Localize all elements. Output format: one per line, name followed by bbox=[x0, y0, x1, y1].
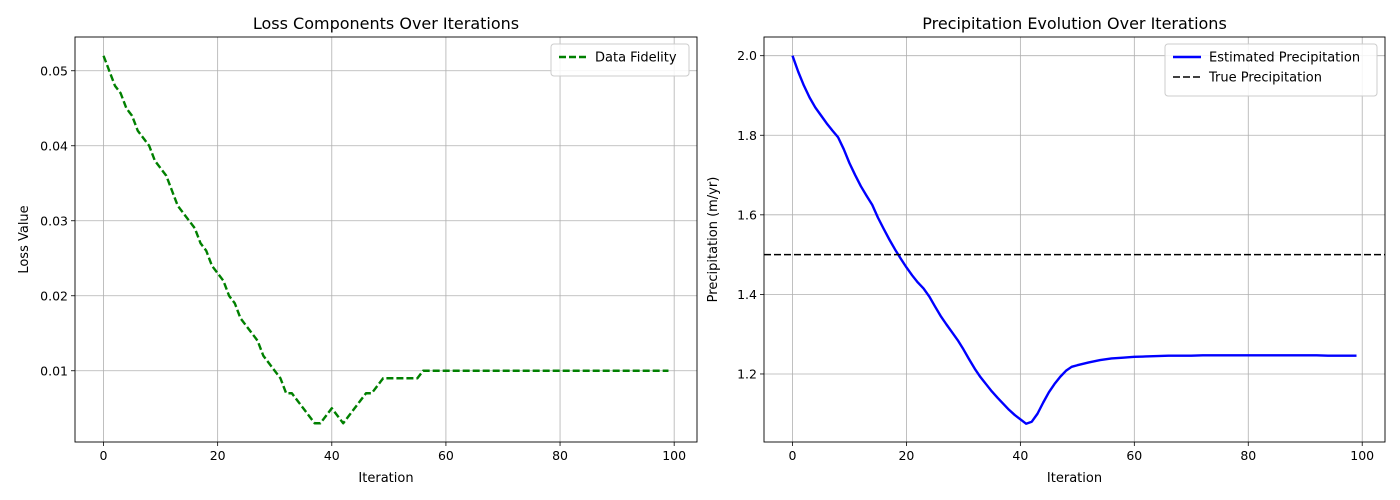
y-tick-label: 0.03 bbox=[40, 213, 68, 228]
plot-area bbox=[75, 37, 697, 442]
y-tick-label: 0.05 bbox=[40, 63, 68, 78]
series-line-data-fidelity bbox=[102, 55, 669, 425]
x-tick-label: 100 bbox=[1350, 448, 1374, 463]
y-tick-label: 1.6 bbox=[737, 207, 757, 222]
y-axis-label: Loss Value bbox=[17, 205, 32, 273]
y-tick-label: 0.04 bbox=[40, 138, 68, 153]
x-tick-label: 40 bbox=[324, 448, 340, 463]
precipitation-evolution-chart: Precipitation Evolution Over Iterations … bbox=[706, 14, 1386, 486]
axes-frame bbox=[763, 36, 1386, 443]
y-tick-label: 1.8 bbox=[737, 128, 757, 143]
y-tick-label: 0.02 bbox=[40, 288, 68, 303]
x-tick-label: 60 bbox=[1126, 448, 1142, 463]
y-axis-label: Precipitation (m/yr) bbox=[706, 177, 721, 303]
loss-components-chart: Loss Components Over Iterations Iteratio… bbox=[17, 14, 698, 486]
legend: Estimated Precipitation True Precipitatio… bbox=[1164, 43, 1378, 97]
chart-title: Precipitation Evolution Over Iterations bbox=[922, 14, 1227, 33]
y-tick-label: 0.01 bbox=[40, 363, 68, 378]
legend-label: Estimated Precipitation bbox=[1209, 51, 1360, 66]
axes-frame bbox=[74, 36, 698, 443]
x-tick-label: 40 bbox=[1012, 448, 1028, 463]
x-tick-label: 80 bbox=[1240, 448, 1256, 463]
legend-box bbox=[550, 43, 690, 77]
x-tick-label: 100 bbox=[662, 448, 686, 463]
legend: Data Fidelity bbox=[550, 43, 690, 77]
series-line-estimated-precipitation bbox=[791, 55, 1357, 425]
y-tick-label: 1.4 bbox=[737, 287, 757, 302]
x-tick-label: 20 bbox=[210, 448, 226, 463]
x-tick-label: 0 bbox=[100, 448, 108, 463]
x-tick-label: 0 bbox=[789, 448, 797, 463]
x-axis-label: Iteration bbox=[358, 471, 413, 486]
legend-box bbox=[1164, 43, 1378, 97]
y-tick-label: 2.0 bbox=[737, 48, 757, 63]
plot-area bbox=[764, 37, 1385, 442]
x-tick-label: 80 bbox=[552, 448, 568, 463]
x-tick-label: 20 bbox=[898, 448, 914, 463]
x-axis-label: Iteration bbox=[1047, 471, 1102, 486]
legend-label: Data Fidelity bbox=[595, 51, 677, 66]
y-tick-label: 1.2 bbox=[737, 366, 757, 381]
chart-title: Loss Components Over Iterations bbox=[253, 14, 519, 33]
legend-label: True Precipitation bbox=[1208, 71, 1322, 86]
x-tick-label: 60 bbox=[438, 448, 454, 463]
